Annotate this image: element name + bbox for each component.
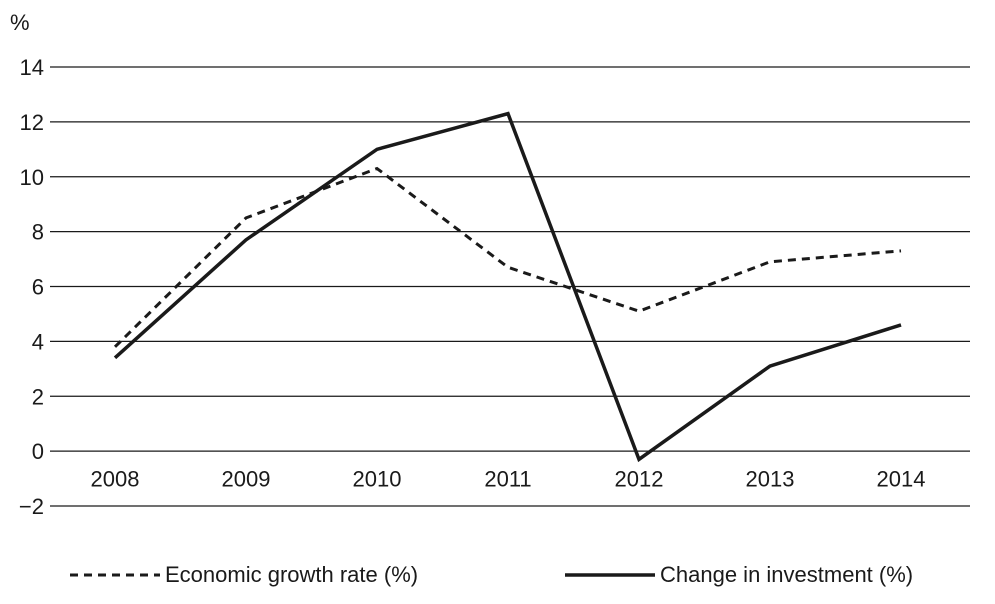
y-tick-label: 12 — [20, 110, 44, 135]
data-point — [375, 167, 379, 171]
x-tick-label: 2009 — [222, 467, 271, 492]
data-point — [506, 265, 510, 269]
data-point — [768, 260, 772, 264]
legend-label: Change in investment (%) — [660, 562, 913, 587]
data-point — [637, 457, 641, 461]
data-point — [506, 112, 510, 116]
y-tick-labels: −2 0 2 4 6 8 10 12 14 — [19, 55, 44, 519]
y-tick-label: 10 — [20, 165, 44, 190]
x-tick-label: 2013 — [746, 467, 795, 492]
x-tick-label: 2010 — [353, 467, 402, 492]
data-point — [113, 345, 117, 349]
y-tick-label: −2 — [19, 494, 44, 519]
data-point — [244, 216, 248, 220]
data-point — [375, 147, 379, 151]
y-tick-label: 6 — [32, 275, 44, 300]
x-tick-labels: 2008 2009 2010 2011 2012 2013 2014 — [91, 467, 926, 492]
x-tick-label: 2008 — [91, 467, 140, 492]
x-tick-label: 2011 — [484, 467, 531, 492]
series-lines — [113, 111, 903, 463]
y-tick-label: 14 — [20, 55, 44, 80]
y-tick-label: 2 — [32, 384, 44, 409]
data-point — [244, 238, 248, 242]
x-tick-label: 2012 — [615, 467, 664, 492]
series-line-investment — [113, 111, 902, 463]
y-axis-unit-label: % — [10, 10, 30, 35]
y-tick-label: 4 — [32, 329, 44, 354]
data-point — [899, 249, 903, 253]
x-tick-label: 2014 — [877, 467, 926, 492]
y-tick-label: 0 — [32, 439, 44, 464]
legend: Economic growth rate (%) Change in invest… — [70, 562, 913, 587]
series-line-economic-growth — [113, 166, 902, 348]
legend-label: Economic growth rate (%) — [165, 562, 418, 587]
data-point — [768, 364, 772, 368]
data-point — [899, 323, 903, 327]
data-point — [113, 356, 117, 360]
y-tick-label: 8 — [32, 220, 44, 245]
data-point — [637, 309, 641, 313]
gridlines — [50, 66, 970, 507]
